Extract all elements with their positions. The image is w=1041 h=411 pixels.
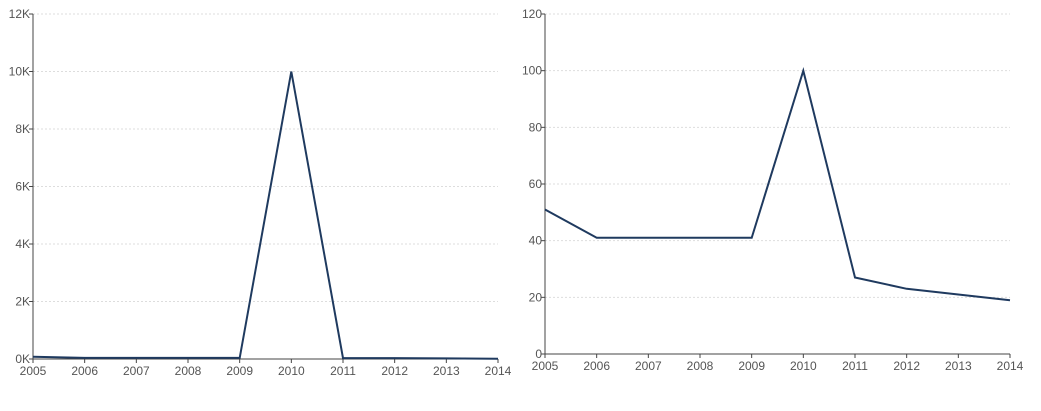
left-chart-series-line <box>32 71 499 360</box>
left-chart: 0K 2K 4K 6K 8K 10K 12K 2005 2006 2007 2008 2009 2010… <box>9 7 512 378</box>
right-chart-y-tick-label: 100 <box>522 64 542 78</box>
left-chart-y-tick-label: 0K <box>15 352 30 366</box>
right-chart-x-tick-label: 2007 <box>635 359 662 373</box>
left-chart-x-tick-label: 2007 <box>123 364 150 378</box>
left-chart-y-tick-label: 4K <box>15 237 30 251</box>
left-chart-x-tick-label: 2011 <box>330 364 356 378</box>
right-chart-x-tick-label: 2012 <box>893 359 920 373</box>
left-chart-y-tick-label: 8K <box>15 122 30 136</box>
right-chart-x-tick-label: 2011 <box>842 359 868 373</box>
left-chart-x-tick-label: 2014 <box>485 364 512 378</box>
right-chart-y-tick-label: 40 <box>529 234 543 248</box>
right-chart-x-tick-label: 2005 <box>532 359 559 373</box>
right-chart-y-tick-label: 20 <box>529 290 543 304</box>
right-chart-y-tick-label: 120 <box>522 7 542 21</box>
left-chart-y-tick-label: 10K <box>9 65 30 79</box>
right-chart-y-tick-label: 80 <box>529 120 543 134</box>
right-chart-x-tick-label: 2010 <box>790 359 817 373</box>
right-chart-y-tick-label: 0 <box>535 347 542 361</box>
right-chart-series-line <box>544 66 1011 302</box>
left-chart-x-tick-label: 2012 <box>381 364 408 378</box>
left-chart-x-tick-label: 2008 <box>175 364 202 378</box>
right-chart-y-tick-label: 60 <box>529 177 543 191</box>
left-chart-x-tick-label: 2010 <box>278 364 305 378</box>
left-chart-x-tick-label: 2013 <box>433 364 460 378</box>
left-chart-y-tick-label: 2K <box>15 295 30 309</box>
left-chart-y-tick-label: 6K <box>15 180 30 194</box>
left-chart-y-tick-label: 12K <box>9 7 30 21</box>
left-chart-x-tick-label: 2005 <box>20 364 47 378</box>
left-chart-x-tick-label: 2009 <box>226 364 253 378</box>
right-chart: 0 20 40 60 80 100 120 2005 2006 2007 2008 2009 2010 2… <box>522 7 1024 373</box>
left-chart-x-tick-label: 2006 <box>71 364 98 378</box>
right-chart-x-tick-label: 2009 <box>738 359 765 373</box>
right-chart-x-tick-label: 2006 <box>583 359 610 373</box>
right-chart-x-tick-label: 2014 <box>997 359 1024 373</box>
right-chart-x-tick-label: 2008 <box>687 359 714 373</box>
right-chart-x-tick-label: 2013 <box>945 359 972 373</box>
